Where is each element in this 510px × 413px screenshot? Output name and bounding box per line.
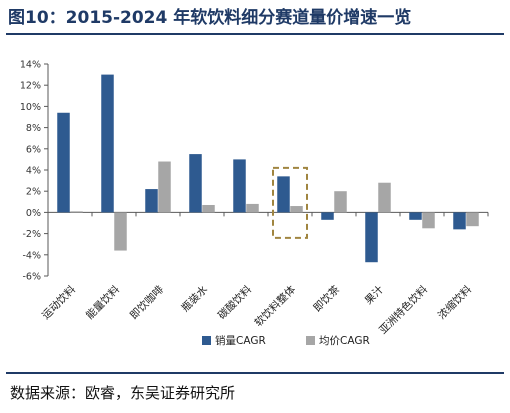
source-divider xyxy=(6,372,504,374)
bar-volume-cagr xyxy=(233,159,246,213)
y-tick-label: 12% xyxy=(20,81,41,92)
x-category-label: 能量饮料 xyxy=(83,283,122,322)
y-tick-label: 14% xyxy=(20,60,41,71)
x-category-label: 即饮咖啡 xyxy=(127,283,166,322)
bar-volume-cagr xyxy=(321,212,334,220)
y-tick-label: 0% xyxy=(26,208,41,219)
bar-price-cagr xyxy=(466,212,479,227)
y-tick-label: -4% xyxy=(23,250,42,261)
x-category-label: 碳酸饮料 xyxy=(215,283,254,322)
x-category-label: 运动饮料 xyxy=(39,283,78,322)
bar-price-cagr xyxy=(334,191,347,213)
data-source-note: 数据来源：欧睿，东吴证券研究所 xyxy=(10,384,236,402)
bar-volume-cagr xyxy=(145,189,158,213)
y-tick-label: 2% xyxy=(26,187,41,198)
y-tick-label: -2% xyxy=(23,229,42,240)
bar-volume-cagr xyxy=(409,212,422,220)
bar-volume-cagr xyxy=(277,176,290,213)
legend-label-price: 均价CAGR xyxy=(319,335,370,347)
chart-frame: -6% -4% -2% 0% 2% 4% 6% 8% 10% 12% 14% 运动饮料 能量饮料 即饮咖啡… xyxy=(6,40,504,364)
bar-volume-cagr xyxy=(189,154,202,213)
x-category-label: 瓶装水 xyxy=(179,283,211,315)
bar-price-cagr xyxy=(158,161,171,213)
x-category-label: 即饮茶 xyxy=(311,283,343,315)
y-tick-label: 8% xyxy=(26,123,41,134)
y-tick-label: 10% xyxy=(20,102,41,113)
bar-price-cagr xyxy=(70,211,83,213)
title-underline xyxy=(6,33,504,35)
figure-title: 图10：2015-2024 年软饮料细分赛道量价增速一览 xyxy=(8,8,412,28)
bar-price-cagr xyxy=(378,182,391,213)
x-category-label: 果汁 xyxy=(362,283,386,307)
y-tick-label: -6% xyxy=(23,272,42,283)
legend-label-volume: 销量CAGR xyxy=(215,334,266,347)
x-category-label: 软饮料整体 xyxy=(252,283,299,330)
bar-price-cagr xyxy=(422,212,435,229)
bar-price-cagr xyxy=(246,203,259,213)
x-category-label: 浓缩饮料 xyxy=(435,283,474,322)
bar-chart: -6% -4% -2% 0% 2% 4% 6% 8% 10% 12% 14% 运动饮料 能量饮料 即饮咖啡… xyxy=(20,60,489,347)
highlight-box xyxy=(272,166,308,239)
bar-volume-cagr xyxy=(453,212,466,230)
bar-price-cagr xyxy=(202,204,215,213)
y-tick-label: 4% xyxy=(26,166,41,177)
bar-volume-cagr xyxy=(57,112,70,213)
bar-price-cagr xyxy=(114,212,127,251)
legend-swatch-price xyxy=(306,336,315,345)
bar-price-cagr xyxy=(290,206,303,213)
y-tick-label: 6% xyxy=(26,144,41,155)
bar-volume-cagr xyxy=(365,212,378,263)
legend-swatch-volume xyxy=(202,336,211,345)
bar-volume-cagr xyxy=(101,74,114,213)
